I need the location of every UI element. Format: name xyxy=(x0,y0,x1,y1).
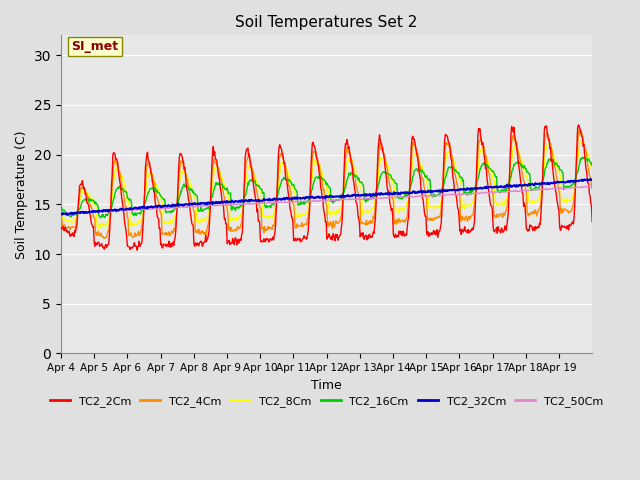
TC2_8Cm xyxy=(218,174,225,180)
TC2_50Cm xyxy=(588,183,596,189)
TC2_16Cm xyxy=(218,181,225,187)
TC2_16Cm xyxy=(382,171,390,177)
Y-axis label: Soil Temperature (C): Soil Temperature (C) xyxy=(15,130,28,259)
TC2_4Cm xyxy=(100,236,108,241)
Title: Soil Temperatures Set 2: Soil Temperatures Set 2 xyxy=(236,15,418,30)
TC2_50Cm xyxy=(264,200,272,206)
TC2_4Cm xyxy=(120,193,128,199)
TC2_32Cm xyxy=(412,190,419,195)
TC2_8Cm xyxy=(382,158,390,164)
TC2_50Cm xyxy=(59,212,67,217)
Legend: TC2_2Cm, TC2_4Cm, TC2_8Cm, TC2_16Cm, TC2_32Cm, TC2_50Cm: TC2_2Cm, TC2_4Cm, TC2_8Cm, TC2_16Cm, TC2… xyxy=(45,392,607,411)
X-axis label: Time: Time xyxy=(311,379,342,392)
TC2_50Cm xyxy=(412,193,419,199)
TC2_32Cm xyxy=(64,212,72,217)
TC2_50Cm xyxy=(120,207,128,213)
TC2_50Cm xyxy=(244,201,252,206)
TC2_2Cm xyxy=(412,143,419,149)
TC2_50Cm xyxy=(585,183,593,189)
Text: SI_met: SI_met xyxy=(72,40,118,53)
TC2_32Cm xyxy=(218,199,225,204)
Line: TC2_4Cm: TC2_4Cm xyxy=(61,130,592,239)
Line: TC2_16Cm: TC2_16Cm xyxy=(61,157,592,217)
TC2_50Cm xyxy=(218,203,225,208)
TC2_32Cm xyxy=(382,191,390,196)
TC2_4Cm xyxy=(382,160,390,166)
TC2_16Cm xyxy=(120,188,128,194)
TC2_4Cm xyxy=(412,144,419,150)
TC2_16Cm xyxy=(97,215,105,220)
TC2_4Cm xyxy=(575,127,583,132)
TC2_8Cm xyxy=(57,209,65,215)
TC2_2Cm xyxy=(588,219,596,225)
TC2_2Cm xyxy=(575,122,582,128)
TC2_4Cm xyxy=(218,179,225,185)
TC2_32Cm xyxy=(57,211,65,217)
TC2_8Cm xyxy=(588,167,596,172)
Line: TC2_2Cm: TC2_2Cm xyxy=(61,125,592,250)
TC2_50Cm xyxy=(382,195,390,201)
TC2_4Cm xyxy=(588,186,596,192)
TC2_16Cm xyxy=(244,180,252,186)
TC2_50Cm xyxy=(57,212,65,217)
TC2_8Cm xyxy=(244,164,252,170)
TC2_32Cm xyxy=(120,206,128,212)
TC2_4Cm xyxy=(57,217,65,223)
TC2_4Cm xyxy=(264,224,272,229)
TC2_16Cm xyxy=(588,160,596,166)
TC2_8Cm xyxy=(264,214,272,219)
TC2_2Cm xyxy=(57,225,65,230)
TC2_2Cm xyxy=(120,207,127,213)
TC2_16Cm xyxy=(579,154,586,160)
TC2_32Cm xyxy=(586,176,594,182)
TC2_8Cm xyxy=(95,226,103,231)
TC2_16Cm xyxy=(57,205,65,211)
Line: TC2_50Cm: TC2_50Cm xyxy=(61,186,592,215)
Line: TC2_8Cm: TC2_8Cm xyxy=(61,142,592,228)
TC2_8Cm xyxy=(412,152,419,158)
TC2_2Cm xyxy=(218,193,225,199)
TC2_16Cm xyxy=(412,167,419,172)
TC2_2Cm xyxy=(382,170,390,176)
TC2_32Cm xyxy=(588,177,596,182)
TC2_2Cm xyxy=(244,145,252,151)
TC2_8Cm xyxy=(577,139,584,144)
TC2_2Cm xyxy=(264,236,272,242)
TC2_32Cm xyxy=(264,197,272,203)
TC2_32Cm xyxy=(244,198,252,204)
TC2_16Cm xyxy=(264,204,272,210)
Line: TC2_32Cm: TC2_32Cm xyxy=(61,179,592,215)
TC2_4Cm xyxy=(244,154,252,160)
TC2_2Cm xyxy=(133,247,141,253)
TC2_8Cm xyxy=(120,180,128,185)
